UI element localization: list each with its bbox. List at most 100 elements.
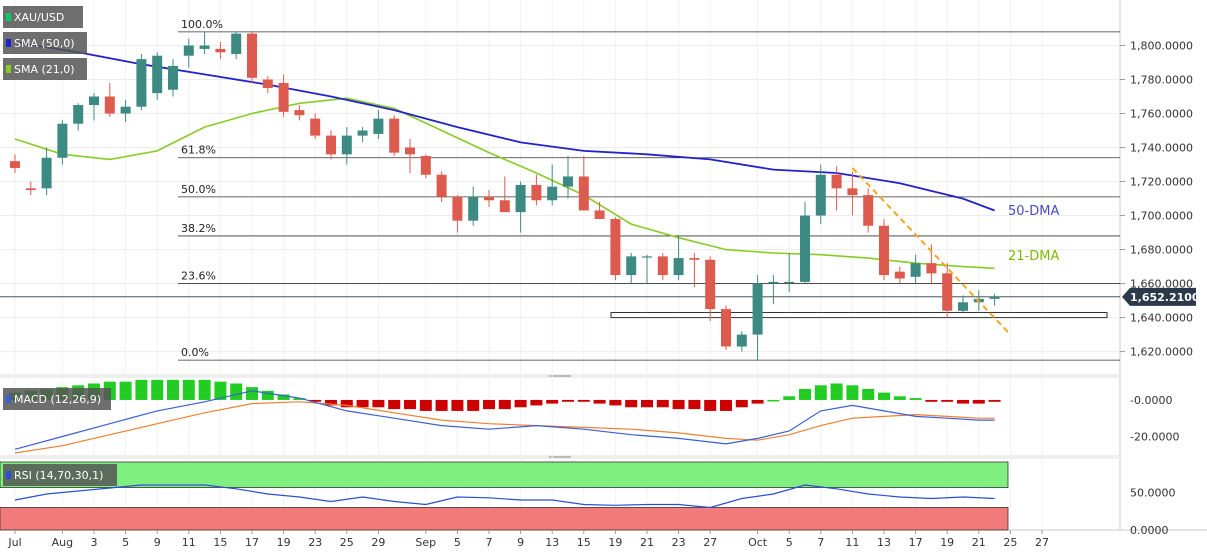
moving-averages — [14, 41, 995, 270]
candle-body — [405, 147, 415, 155]
x-tick-label: Sep — [415, 536, 436, 549]
macd-histogram-bar — [467, 399, 480, 411]
macd-legend: MACD (12,26,9) — [14, 393, 101, 406]
fib-level-label: 0.0% — [181, 346, 209, 359]
macd-histogram-bar — [198, 379, 211, 400]
candle-body — [152, 55, 163, 94]
fib-level-label: 23.6% — [181, 270, 216, 283]
macd-histogram-bar — [704, 399, 717, 411]
macd-histogram-bar — [862, 388, 875, 400]
x-tick-label: 21 — [972, 536, 986, 549]
x-tick-label: Aug — [52, 536, 73, 549]
rsi-oversold-zone — [0, 507, 1009, 531]
candle-body — [452, 196, 463, 221]
candle-body — [958, 302, 968, 311]
x-tick-label: 7 — [486, 536, 493, 549]
support-zone — [610, 311, 1108, 319]
x-tick-label: 25 — [1003, 536, 1017, 549]
candle-body — [373, 118, 384, 134]
macd-histogram-bar — [277, 394, 290, 400]
sma50-line — [14, 41, 995, 212]
candle-body — [642, 256, 652, 258]
sma50-annotation: 50-DMA — [1008, 204, 1059, 219]
x-tick-label: 23 — [308, 536, 322, 549]
macd-histogram-bar — [562, 399, 574, 402]
rsi-legend-box — [3, 464, 117, 486]
macd-histogram-bar — [293, 398, 306, 400]
sma21-legend: SMA (21,0) — [14, 63, 75, 76]
fibonacci-levels: 100.0% 61.8% 50.0% 38.2% 23.6% 0.0% — [178, 18, 1120, 361]
macd-histogram-bar — [419, 399, 432, 411]
candle-body — [531, 184, 542, 201]
x-tick-label: 5 — [786, 536, 793, 549]
macd-histogram-bar — [609, 399, 622, 406]
x-tick-label: 17 — [245, 536, 259, 549]
sma21-legend-box — [3, 58, 87, 80]
x-tick-label: 11 — [182, 536, 196, 549]
candle-body — [420, 156, 431, 175]
rsi-tick-label: 50.0000 — [1130, 487, 1176, 500]
candle-body — [894, 271, 905, 279]
macd-histogram-bar — [182, 379, 195, 400]
price-tick-label: 1,700.0000 — [1130, 210, 1193, 223]
candle-body — [784, 281, 795, 284]
macd-panel: -0.0000 -20.0000 — [9, 379, 1179, 454]
x-tick-label: 5 — [122, 536, 129, 549]
fib-level-label: 100.0% — [181, 18, 223, 31]
macd-histogram-bar — [909, 398, 922, 400]
macd-histogram-bar — [893, 396, 906, 400]
rsi-tick-label: 0.0000 — [1130, 524, 1169, 537]
x-tick-label: Jul — [7, 536, 21, 549]
macd-histogram-bar — [372, 399, 385, 408]
x-tick-label: 9 — [517, 536, 524, 549]
x-tick-label: 19 — [940, 536, 954, 549]
price-tick-label: 1,740.0000 — [1130, 142, 1193, 155]
macd-histogram-bar — [846, 385, 859, 400]
x-tick-label: 19 — [608, 536, 622, 549]
price-tick-label: 1,780.0000 — [1130, 74, 1193, 87]
macd-histogram-bar — [167, 379, 179, 400]
candle-body — [752, 283, 763, 335]
macd-histogram-bar — [135, 379, 148, 400]
x-tick-label: 5 — [454, 536, 461, 549]
macd-histogram-bar — [925, 399, 938, 402]
macd-histogram-bar — [246, 387, 258, 400]
candle-body — [705, 259, 716, 310]
macd-histogram-bar — [230, 383, 243, 400]
resistance-trendline — [851, 167, 1012, 336]
candle-body — [547, 186, 558, 201]
candle-body — [484, 196, 494, 201]
macd-histogram-bar — [546, 399, 559, 404]
x-tick-label: 27 — [703, 536, 717, 549]
x-tick-label: Oct — [748, 536, 768, 549]
candle-body — [926, 263, 937, 274]
macd-histogram-bar — [498, 399, 511, 410]
rsi-overbought-zone — [0, 461, 1009, 488]
macd-marker — [6, 395, 11, 403]
candle-body — [199, 45, 210, 49]
price-tick-label: 1,640.0000 — [1130, 312, 1193, 325]
x-tick-label: 29 — [371, 536, 385, 549]
macd-histogram-bar — [783, 396, 796, 400]
macd-histogram-bar — [340, 399, 353, 408]
candle-body — [657, 256, 668, 276]
candle-body — [41, 157, 52, 189]
macd-histogram-bar — [878, 392, 890, 400]
candle-body — [120, 106, 131, 114]
x-tick-label: 19 — [277, 536, 291, 549]
macd-tick-label: -20.0000 — [1130, 431, 1179, 444]
macd-histogram-bar — [656, 399, 669, 408]
x-tick-label: 7 — [817, 536, 824, 549]
candle-body — [847, 188, 858, 196]
price-tick-label: 1,760.0000 — [1130, 108, 1193, 121]
macd-histogram-bar — [261, 390, 274, 400]
candle-body — [673, 258, 684, 276]
x-tick-label: 23 — [672, 536, 686, 549]
macd-histogram-bar — [309, 399, 322, 402]
support-zone-box — [610, 311, 1108, 319]
candle-body — [989, 296, 1000, 299]
price-tick-label: 1,680.0000 — [1130, 244, 1193, 257]
candle-body — [57, 123, 68, 158]
candle-body — [831, 174, 842, 189]
price-axis: 1,620.0000 1,640.0000 1,660.0000 1,680.0000… — [1120, 40, 1200, 359]
